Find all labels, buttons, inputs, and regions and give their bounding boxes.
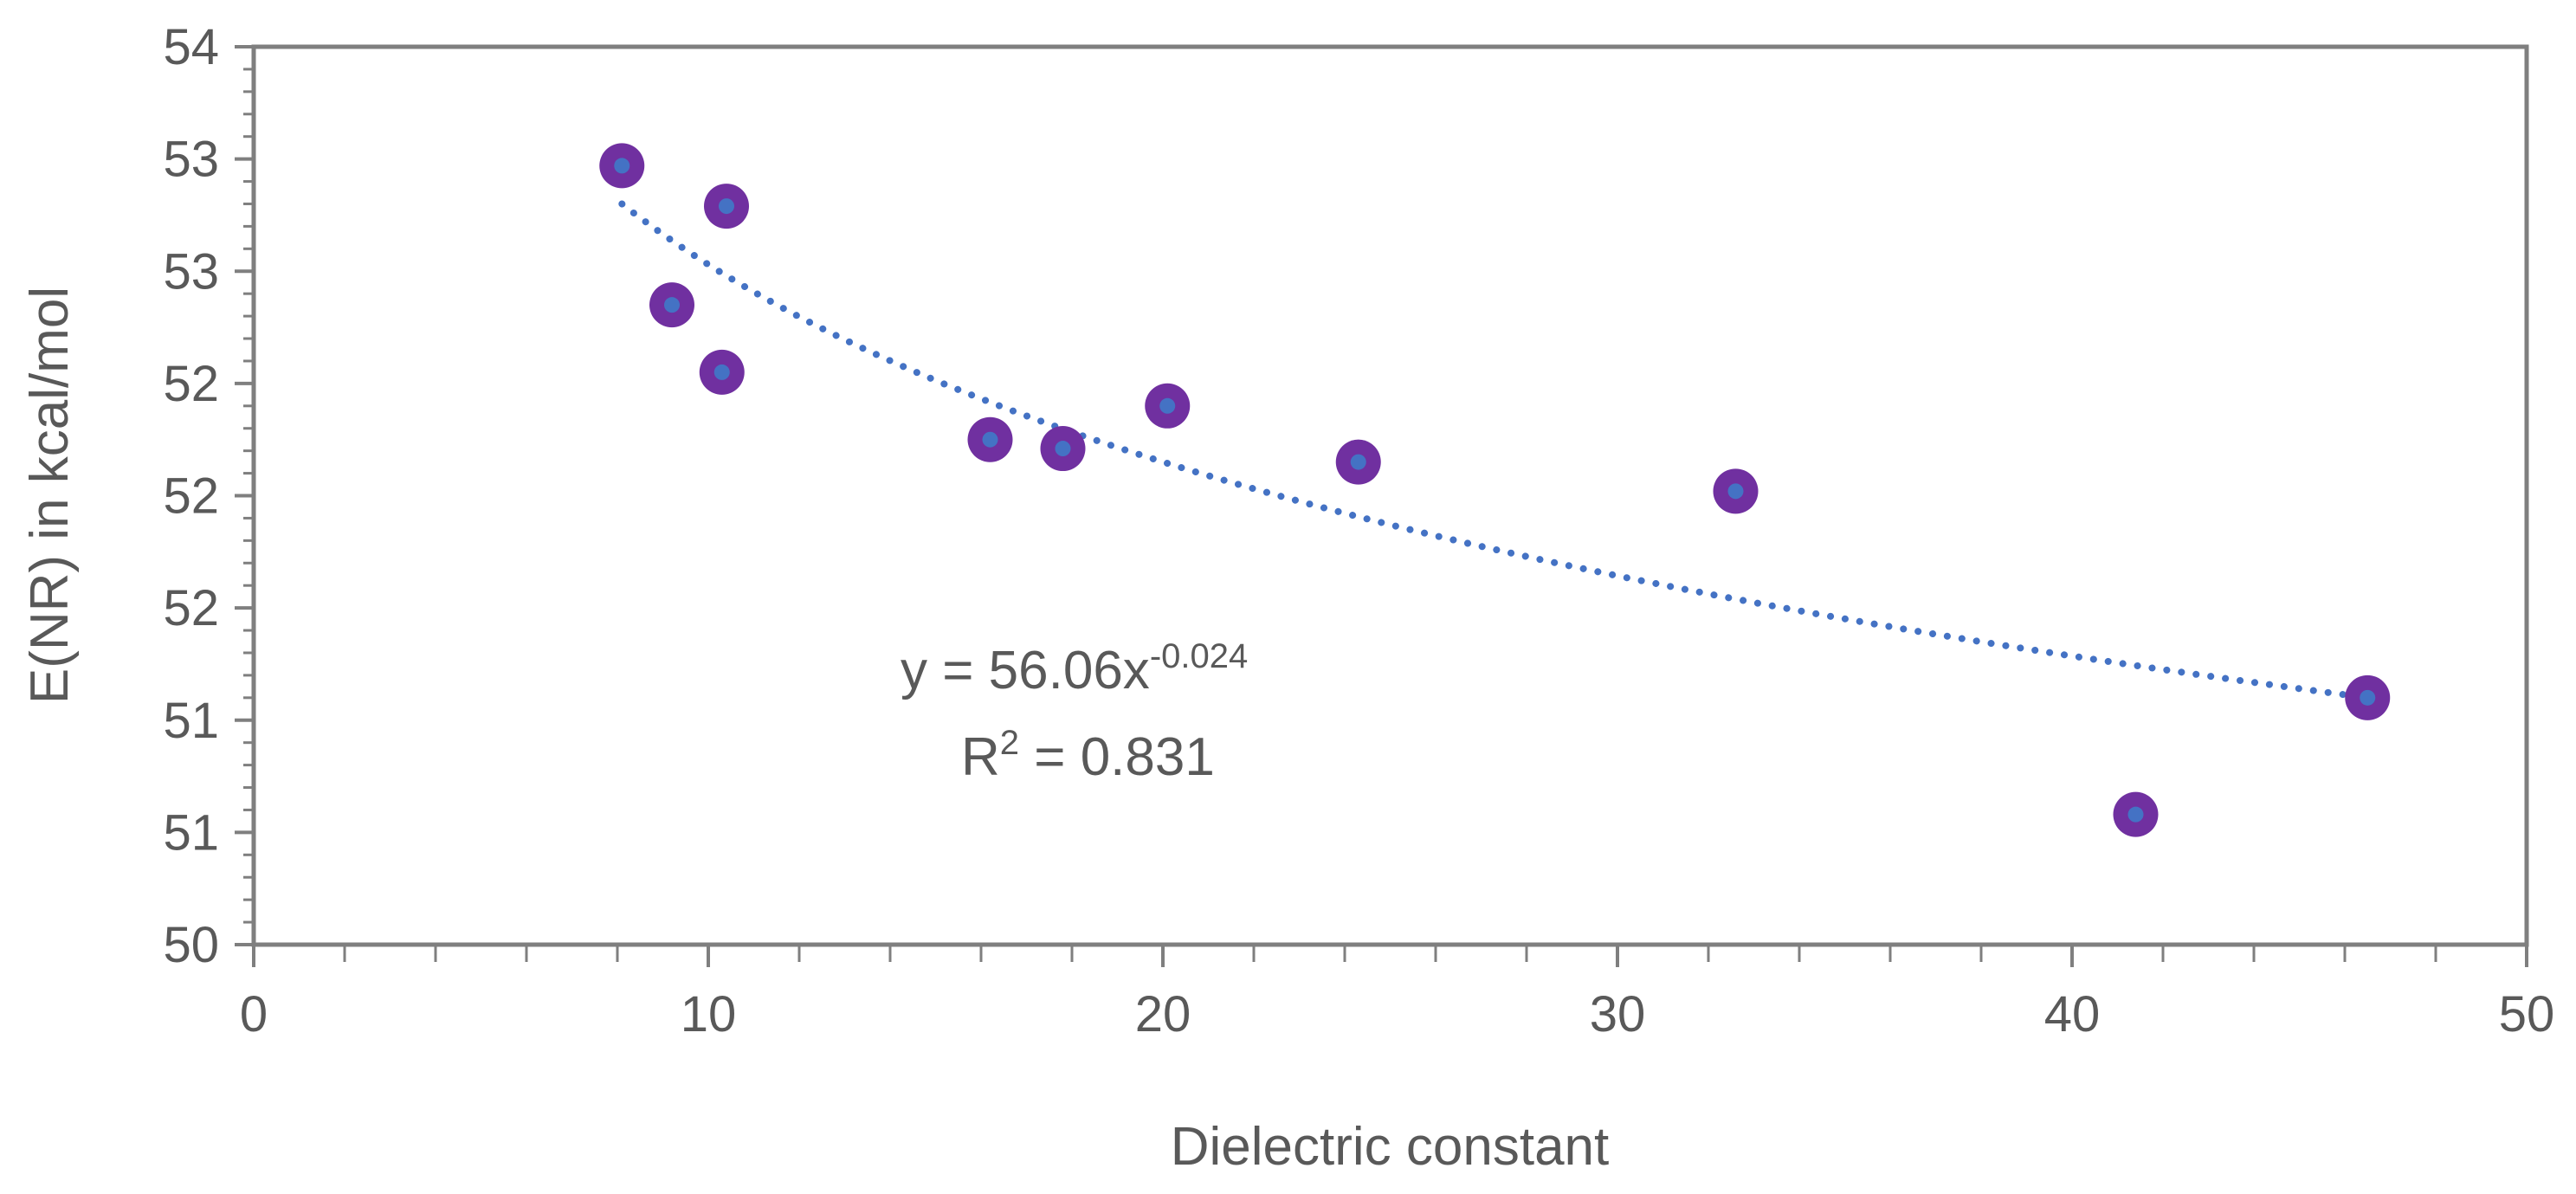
y-tick-label: 51 — [163, 804, 219, 861]
data-point-center — [614, 158, 630, 174]
data-points — [599, 143, 2391, 837]
data-point — [2345, 674, 2391, 720]
equation-label: y = 56.06x-0.024 — [901, 637, 1248, 700]
data-point — [2113, 791, 2159, 837]
equation-prefix: y = 56.06x — [901, 641, 1150, 700]
data-point — [1335, 439, 1381, 485]
y-tick-labels: 50 51 51 52 52 52 53 53 54 — [163, 19, 219, 973]
y-tick-label: 52 — [163, 580, 219, 636]
y-tick-label: 50 — [163, 917, 219, 973]
y-tick-label: 53 — [163, 132, 219, 188]
y-tick-label: 52 — [163, 468, 219, 525]
data-point — [704, 184, 749, 229]
x-tick-label: 40 — [2044, 986, 2101, 1042]
data-point-center — [2127, 806, 2144, 823]
data-point — [1040, 426, 1086, 472]
y-axis-title: E(NR) in kcal/mol — [20, 287, 80, 704]
x-tick-label: 20 — [1135, 986, 1191, 1042]
data-point-center — [982, 431, 998, 448]
data-point — [967, 416, 1013, 462]
minor-ticks — [243, 45, 2528, 962]
data-point-center — [2360, 689, 2376, 706]
x-tick-label: 30 — [1590, 986, 1646, 1042]
plot-frame — [251, 44, 2529, 947]
major-ticks — [235, 45, 2528, 967]
trendline — [618, 200, 2372, 701]
data-point-center — [1727, 483, 1744, 500]
data-point-center — [1159, 397, 1176, 414]
x-tick-labels: 0 10 20 30 40 50 — [240, 986, 2554, 1042]
data-point-center — [1055, 441, 1071, 457]
r2-prefix: R — [961, 727, 1000, 787]
r2-suffix: = 0.831 — [1019, 727, 1215, 787]
data-point-center — [664, 297, 680, 313]
x-tick-label: 10 — [681, 986, 737, 1042]
y-tick-label: 51 — [163, 693, 219, 749]
r2-label: R2 = 0.831 — [961, 724, 1215, 787]
y-tick-label: 53 — [163, 243, 219, 300]
data-point-center — [713, 364, 730, 380]
y-tick-label: 52 — [163, 356, 219, 412]
data-point — [599, 143, 645, 189]
data-point — [1713, 468, 1759, 514]
r2-exponent: 2 — [1000, 724, 1019, 762]
data-point-center — [719, 198, 734, 215]
x-axis-title: Dielectric constant — [1171, 1117, 1610, 1177]
data-point-center — [1350, 454, 1366, 470]
x-tick-label: 50 — [2499, 986, 2555, 1042]
data-point — [699, 349, 745, 395]
y-tick-label: 54 — [163, 19, 219, 75]
x-tick-label: 0 — [240, 986, 268, 1042]
data-point — [1145, 383, 1191, 429]
equation-exponent: -0.024 — [1150, 637, 1248, 675]
data-point — [649, 282, 694, 328]
